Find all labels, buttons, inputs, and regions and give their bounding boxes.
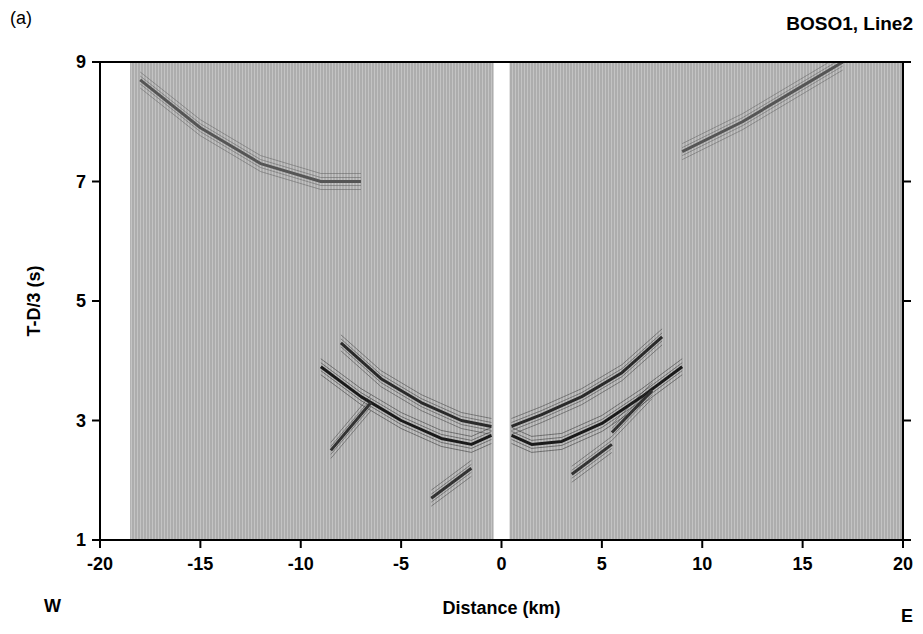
x-axis-title: Distance (km): [442, 598, 560, 618]
x-tick: [400, 540, 402, 548]
x-tick-label: 0: [496, 554, 506, 574]
x-tick: [701, 540, 703, 548]
panel-label: (a): [10, 8, 32, 28]
trace-coverage: [510, 62, 903, 540]
x-tick-label: -20: [87, 554, 113, 574]
y-tick-right: [903, 539, 911, 541]
phase-echo: [331, 387, 652, 495]
x-tick: [601, 540, 603, 548]
phase-echo: [331, 399, 652, 507]
chart: -20 -15 -10 -5 0 5 10 15 20 1 3 5 7 9 BOSO1, Line2 (a) D…: [0, 0, 923, 634]
trace-texture: [130, 62, 493, 540]
x-tick-label: 10: [692, 554, 712, 574]
y-tick: [92, 420, 100, 422]
x-tick-label: 5: [597, 554, 607, 574]
x-tick: [501, 540, 503, 548]
phase-echo: [140, 70, 843, 190]
x-tick: [802, 540, 804, 548]
frame: [100, 62, 903, 540]
y-tick-right: [903, 181, 911, 183]
plot-area: [130, 62, 903, 540]
x-tick-label: -15: [187, 554, 213, 574]
y-tick-right: [903, 300, 911, 302]
phase-echo: [140, 62, 843, 178]
phase-echo: [341, 345, 662, 435]
phase-echo: [331, 395, 652, 503]
phase-arrival: [331, 391, 652, 499]
x-tick-label: -10: [288, 554, 314, 574]
trace-coverage: [130, 62, 493, 540]
x-tick: [300, 540, 302, 548]
trace-texture: [510, 62, 903, 540]
y-tick: [92, 181, 100, 183]
y-tick: [92, 300, 100, 302]
y-tick: [92, 539, 100, 541]
direction-west: W: [44, 596, 61, 616]
title: BOSO1, Line2: [786, 13, 913, 34]
phase-echo: [140, 62, 843, 174]
y-tick-right: [903, 61, 911, 63]
y-tick-label: 1: [76, 530, 86, 550]
y-tick: [92, 61, 100, 63]
y-tick-label: 7: [76, 172, 86, 192]
direction-east: E: [901, 606, 913, 626]
y-tick-label: 3: [76, 411, 86, 431]
y-tick-label: 5: [76, 291, 86, 311]
x-tick-label: -5: [393, 554, 409, 574]
y-axis-title: T-D/3 (s): [24, 265, 44, 336]
x-tick-label: 20: [893, 554, 913, 574]
x-tick-label: 15: [793, 554, 813, 574]
x-tick: [902, 540, 904, 548]
phase-arrival: [341, 337, 662, 427]
x-tick: [199, 540, 201, 548]
phase-echo: [321, 371, 682, 449]
y-tick-right: [903, 420, 911, 422]
y-tick-label: 9: [76, 52, 86, 72]
phase-arrival: [140, 62, 843, 182]
phase-echo: [331, 383, 652, 491]
phase-arrival: [321, 367, 682, 445]
phase-echo: [321, 359, 682, 437]
x-tick: [99, 540, 101, 548]
